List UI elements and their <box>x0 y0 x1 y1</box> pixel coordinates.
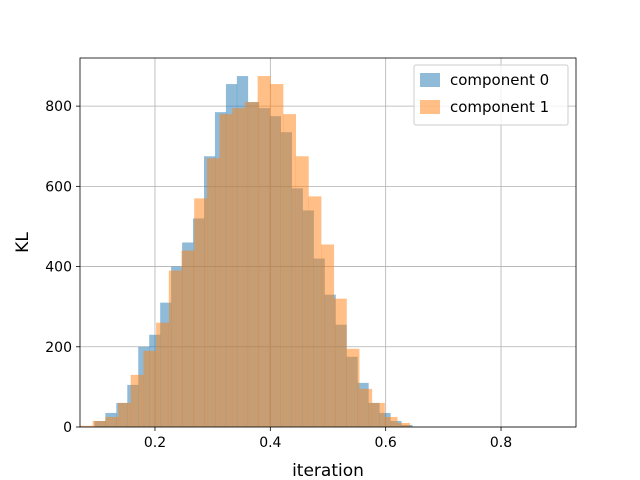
y-tick-label-2: 400 <box>45 260 72 276</box>
x-tick-label-2: 0.6 <box>375 435 397 451</box>
bar-component-1-8 <box>181 250 195 427</box>
x-tick-label-0: 0.2 <box>144 435 166 451</box>
legend-frame <box>413 64 569 126</box>
y-tick-label-0: 0 <box>63 420 72 436</box>
x-axis-label: iteration <box>292 461 364 480</box>
x-tick-label-3: 0.8 <box>490 435 512 451</box>
legend-swatch-component-1 <box>420 100 440 114</box>
bar-component-1-18 <box>308 196 322 427</box>
bar-component-1-10 <box>206 158 220 428</box>
legend-swatch-component-0 <box>420 73 440 87</box>
x-tick-label-1: 0.4 <box>259 435 281 451</box>
bar-component-1-0 <box>80 425 93 427</box>
bar-component-1-24 <box>384 416 398 427</box>
series-component-1-bars <box>80 76 411 428</box>
y-axis-ticks: 0 200 400 600 800 <box>45 99 80 436</box>
bar-component-1-4 <box>130 374 144 427</box>
bar-component-1-15 <box>270 84 284 428</box>
bar-component-1-23 <box>371 402 385 427</box>
legend-label-component-0: component 0 <box>450 71 549 89</box>
bar-component-1-14 <box>257 76 271 427</box>
plot-frame <box>79 57 577 428</box>
bar-component-1-22 <box>359 388 373 427</box>
bar-component-1-5 <box>143 350 157 427</box>
bar-component-1-25 <box>397 422 411 427</box>
legend: component 0 component 1 <box>413 64 569 126</box>
bar-component-1-2 <box>105 416 119 427</box>
bar-component-1-3 <box>118 402 132 427</box>
bar-component-1-1 <box>92 420 106 427</box>
bar-component-1-9 <box>194 198 208 427</box>
bar-component-1-19 <box>321 244 335 427</box>
bar-component-1-20 <box>333 298 347 427</box>
bar-component-1-21 <box>346 348 360 427</box>
legend-label-component-1: component 1 <box>450 98 549 116</box>
bar-component-1-7 <box>168 270 182 427</box>
bar-component-1-16 <box>283 114 297 428</box>
bar-component-1-11 <box>219 114 233 428</box>
y-tick-label-4: 800 <box>45 99 72 115</box>
bar-component-1-12 <box>232 108 246 428</box>
y-axis-label: KL <box>13 232 33 253</box>
x-axis-ticks: 0.2 0.4 0.6 0.8 <box>144 427 512 451</box>
bar-component-1-6 <box>156 322 170 427</box>
bar-component-1-17 <box>295 156 309 428</box>
y-tick-label-1: 200 <box>45 340 72 356</box>
y-tick-label-3: 600 <box>45 179 72 195</box>
bar-component-1-13 <box>244 102 258 427</box>
